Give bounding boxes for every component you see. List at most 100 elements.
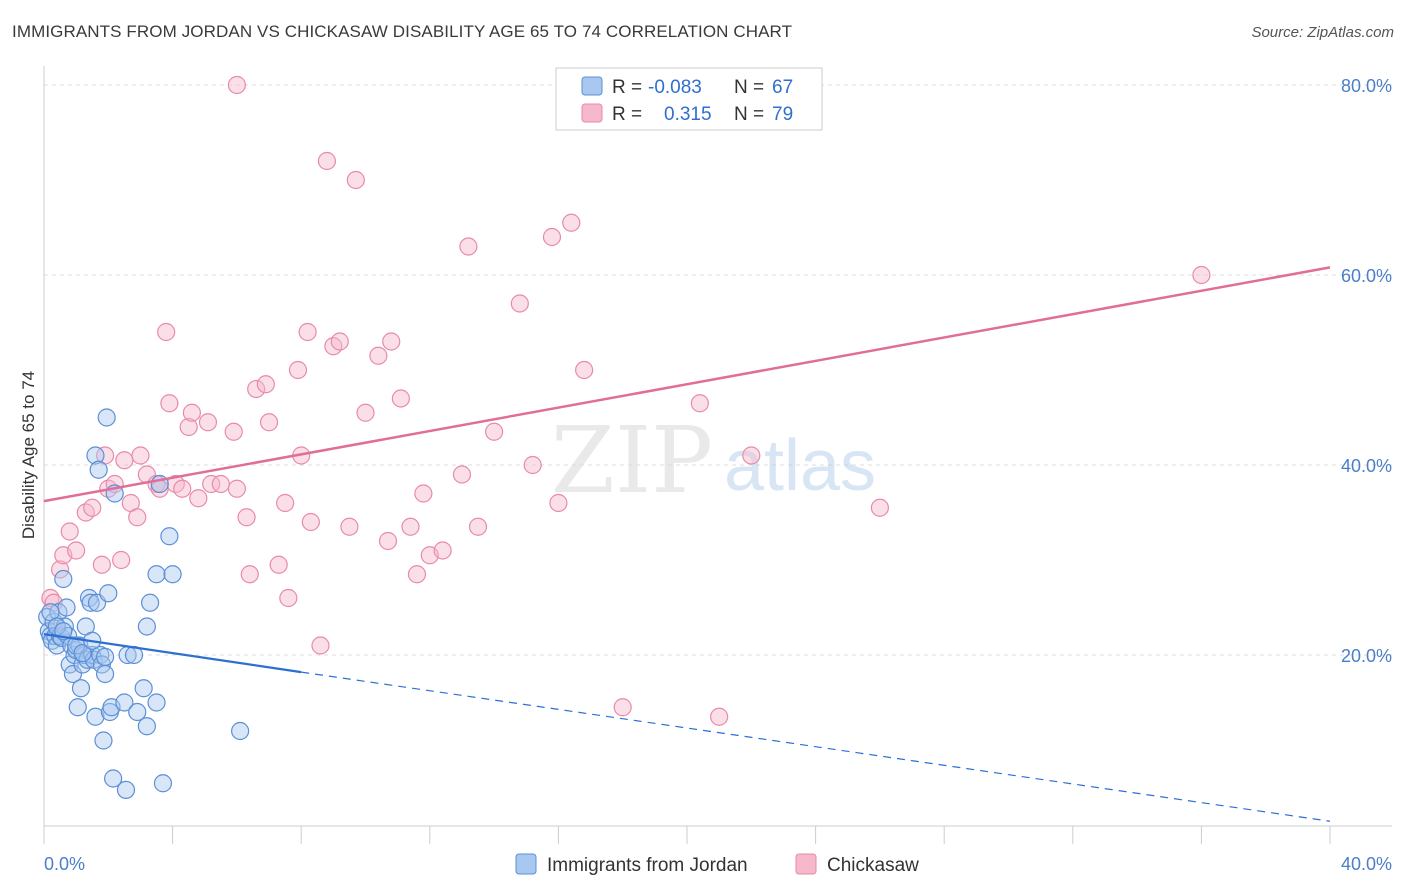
watermark: ZIP atlas <box>551 407 876 514</box>
trend-lines <box>43 266 1331 822</box>
jordan-point-10 <box>54 569 73 589</box>
chickasaw-point-66 <box>523 455 542 475</box>
chickasaw-point-28 <box>198 413 218 432</box>
chickasaw-point-41 <box>288 360 308 380</box>
chickasaw-points <box>41 75 1211 726</box>
chickasaw-point-9 <box>92 555 111 574</box>
legend-r-label-2: R = <box>612 104 642 125</box>
legend-n-label-1: N = <box>734 77 764 98</box>
chickasaw-point-26 <box>182 403 201 422</box>
chickasaw-point-14 <box>115 451 134 470</box>
y-tick-label-60: 60.0% <box>1341 266 1392 286</box>
chickasaw-point-36 <box>256 375 275 394</box>
jordan-point-53 <box>147 693 166 712</box>
jordan-trend-extension <box>301 671 1331 822</box>
chickasaw-trend-line <box>43 266 1331 503</box>
chickasaw-point-17 <box>131 446 150 465</box>
jordan-point-45 <box>116 780 136 800</box>
legend-r-label-1: R = <box>612 77 642 98</box>
chickasaw-point-57 <box>407 565 427 584</box>
legend-swatch-pink <box>581 103 603 123</box>
axes <box>43 66 1392 844</box>
jordan-point-31 <box>86 707 105 726</box>
jordan-point-39 <box>99 584 118 603</box>
chickasaw-point-65 <box>510 294 529 313</box>
jordan-point-48 <box>128 702 147 722</box>
chickasaw-point-70 <box>575 360 594 380</box>
chickasaw-point-40 <box>279 588 298 608</box>
chickasaw-point-38 <box>269 555 288 574</box>
jordan-point-51 <box>137 617 156 636</box>
jordan-point-58 <box>163 565 182 584</box>
chickasaw-point-6 <box>67 541 86 560</box>
chickasaw-point-5 <box>60 522 79 541</box>
chickasaw-point-46 <box>317 151 337 171</box>
series-label-chickasaw: Chickasaw <box>827 855 919 876</box>
jordan-point-12 <box>57 598 76 617</box>
y-tick-label-80: 80.0% <box>1341 76 1392 96</box>
jordan-point-27 <box>81 593 100 612</box>
chickasaw-point-75 <box>870 498 890 517</box>
chickasaw-point-25 <box>179 417 198 437</box>
legend-n-value-2: 79 <box>772 104 793 125</box>
chickasaw-point-3 <box>50 560 70 579</box>
chickasaw-point-64 <box>485 422 504 441</box>
tick-labels: 20.0% 40.0% 60.0% 80.0% 0.0% 40.0% <box>44 76 1392 874</box>
jordan-point-30 <box>86 446 105 465</box>
chickasaw-point-45 <box>311 636 330 655</box>
chickasaw-point-21 <box>157 322 176 342</box>
chickasaw-point-30 <box>211 474 230 494</box>
chickasaw-point-24 <box>173 479 192 498</box>
chickasaw-point-37 <box>259 413 279 432</box>
jordan-point-16 <box>63 664 83 684</box>
jordan-point-54 <box>147 565 166 584</box>
legend-n-label-2: N = <box>734 104 764 125</box>
chickasaw-point-77 <box>227 75 246 95</box>
watermark-zip: ZIP <box>551 407 713 514</box>
chickasaw-point-62 <box>459 237 478 256</box>
chickasaw-point-54 <box>382 332 401 351</box>
series-label-jordan: Immigrants from Jordan <box>547 855 748 876</box>
chickasaw-point-29 <box>202 474 221 494</box>
chickasaw-point-33 <box>237 508 256 527</box>
jordan-trend-line <box>43 633 302 674</box>
jordan-point-59 <box>231 721 250 741</box>
correlation-legend: R = -0.083 N = 67 R = 0.315 N = 79 <box>555 67 823 131</box>
y-tick-label-40: 40.0% <box>1341 456 1392 476</box>
chickasaw-point-73 <box>710 707 729 726</box>
legend-n-value-1: 67 <box>772 77 793 98</box>
chickasaw-point-71 <box>613 698 632 717</box>
chickasaw-point-67 <box>542 227 562 247</box>
series-swatch-jordan <box>515 853 537 875</box>
chickasaw-point-34 <box>240 565 259 584</box>
series-legend: Immigrants from Jordan Chickasaw <box>515 853 919 876</box>
jordan-point-36 <box>94 731 113 750</box>
jordan-point-44 <box>115 693 134 712</box>
y-axis-title: Disability Age 65 to 74 <box>19 371 38 539</box>
legend-swatch-blue <box>581 76 603 96</box>
source-credit: Source: ZipAtlas.com <box>1251 24 1394 41</box>
jordan-point-66 <box>95 647 115 667</box>
legend-r-value-2: 0.315 <box>664 104 712 125</box>
chickasaw-point-22 <box>160 394 179 413</box>
chickasaw-point-32 <box>227 479 246 498</box>
jordan-point-50 <box>137 717 156 736</box>
jordan-point-64 <box>73 643 92 663</box>
x-tick-label-0: 0.0% <box>44 854 85 874</box>
jordan-point-33 <box>89 460 108 479</box>
chickasaw-point-69 <box>562 213 581 232</box>
chickasaw-point-56 <box>401 517 420 536</box>
legend-r-value-1: -0.083 <box>648 77 702 98</box>
chickasaw-point-44 <box>301 512 320 532</box>
chickasaw-point-74 <box>742 446 761 465</box>
chickasaw-point-76 <box>1192 265 1211 285</box>
jordan-point-19 <box>68 698 87 717</box>
chickasaw-point-68 <box>549 493 568 513</box>
chickasaw-point-39 <box>276 493 295 513</box>
y-tick-label-20: 20.0% <box>1341 646 1392 666</box>
chickasaw-point-49 <box>340 517 359 536</box>
jordan-point-52 <box>140 593 160 612</box>
series-swatch-chickasaw <box>795 853 817 875</box>
jordan-points <box>38 408 250 800</box>
